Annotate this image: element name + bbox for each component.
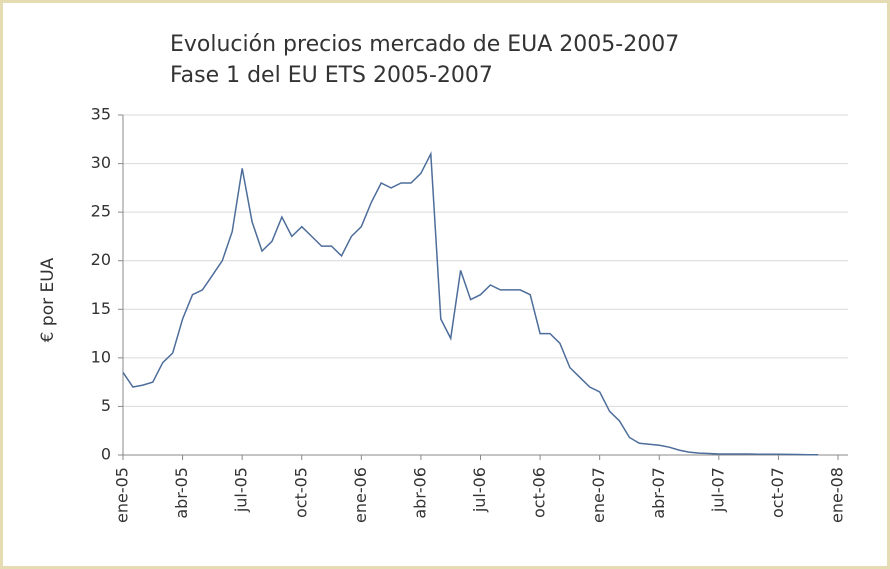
y-tick-label: 20 [91, 250, 111, 269]
y-tick-label: 15 [91, 299, 111, 318]
y-tick-label: 10 [91, 347, 111, 366]
y-tick-label: 25 [91, 202, 111, 221]
y-tick-label: 0 [101, 445, 111, 464]
x-tick-label: abr-06 [410, 467, 429, 519]
x-tick-label: jul-05 [232, 467, 251, 513]
x-tick-label: oct-07 [768, 467, 787, 518]
x-tick-label: ene-06 [351, 467, 370, 523]
x-tick-label: oct-05 [291, 467, 310, 518]
x-tick-label: jul-06 [470, 467, 489, 513]
x-tick-label: abr-07 [649, 467, 668, 519]
x-tick-label: ene-08 [828, 467, 847, 523]
y-tick-label: 30 [91, 153, 111, 172]
x-tick-label: jul-07 [708, 467, 727, 513]
y-tick-label: 5 [101, 396, 111, 415]
chart-title: Evolución precios mercado de EUA 2005-20… [170, 32, 679, 57]
price-line [122, 151, 819, 456]
y-tick-label: 35 [91, 105, 111, 124]
chart-subtitle: Fase 1 del EU ETS 2005-2007 [170, 63, 493, 88]
y-axis-label: € por EUA [38, 257, 58, 342]
x-tick-label: ene-07 [589, 467, 608, 523]
x-tick-label: oct-06 [530, 467, 549, 518]
x-tick-label: ene-05 [113, 467, 132, 523]
x-tick-label: abr-05 [172, 467, 191, 519]
